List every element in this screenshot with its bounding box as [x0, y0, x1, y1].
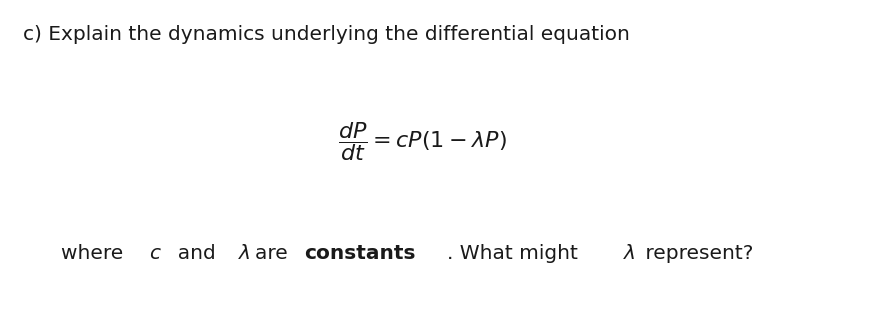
Text: $\lambda$: $\lambda$: [238, 244, 251, 264]
Text: constants: constants: [305, 244, 416, 264]
Text: and: and: [166, 244, 222, 264]
Text: $\dfrac{dP}{dt} = cP(1-\lambda P)$: $\dfrac{dP}{dt} = cP(1-\lambda P)$: [338, 120, 507, 163]
Text: . What might: . What might: [447, 244, 585, 264]
Text: c) Explain the dynamics underlying the differential equation: c) Explain the dynamics underlying the d…: [23, 25, 630, 44]
Text: where: where: [61, 244, 130, 264]
Text: are: are: [254, 244, 293, 264]
Text: represent?: represent?: [639, 244, 753, 264]
Text: $\lambda$: $\lambda$: [623, 244, 635, 264]
Text: $c$: $c$: [149, 244, 162, 264]
